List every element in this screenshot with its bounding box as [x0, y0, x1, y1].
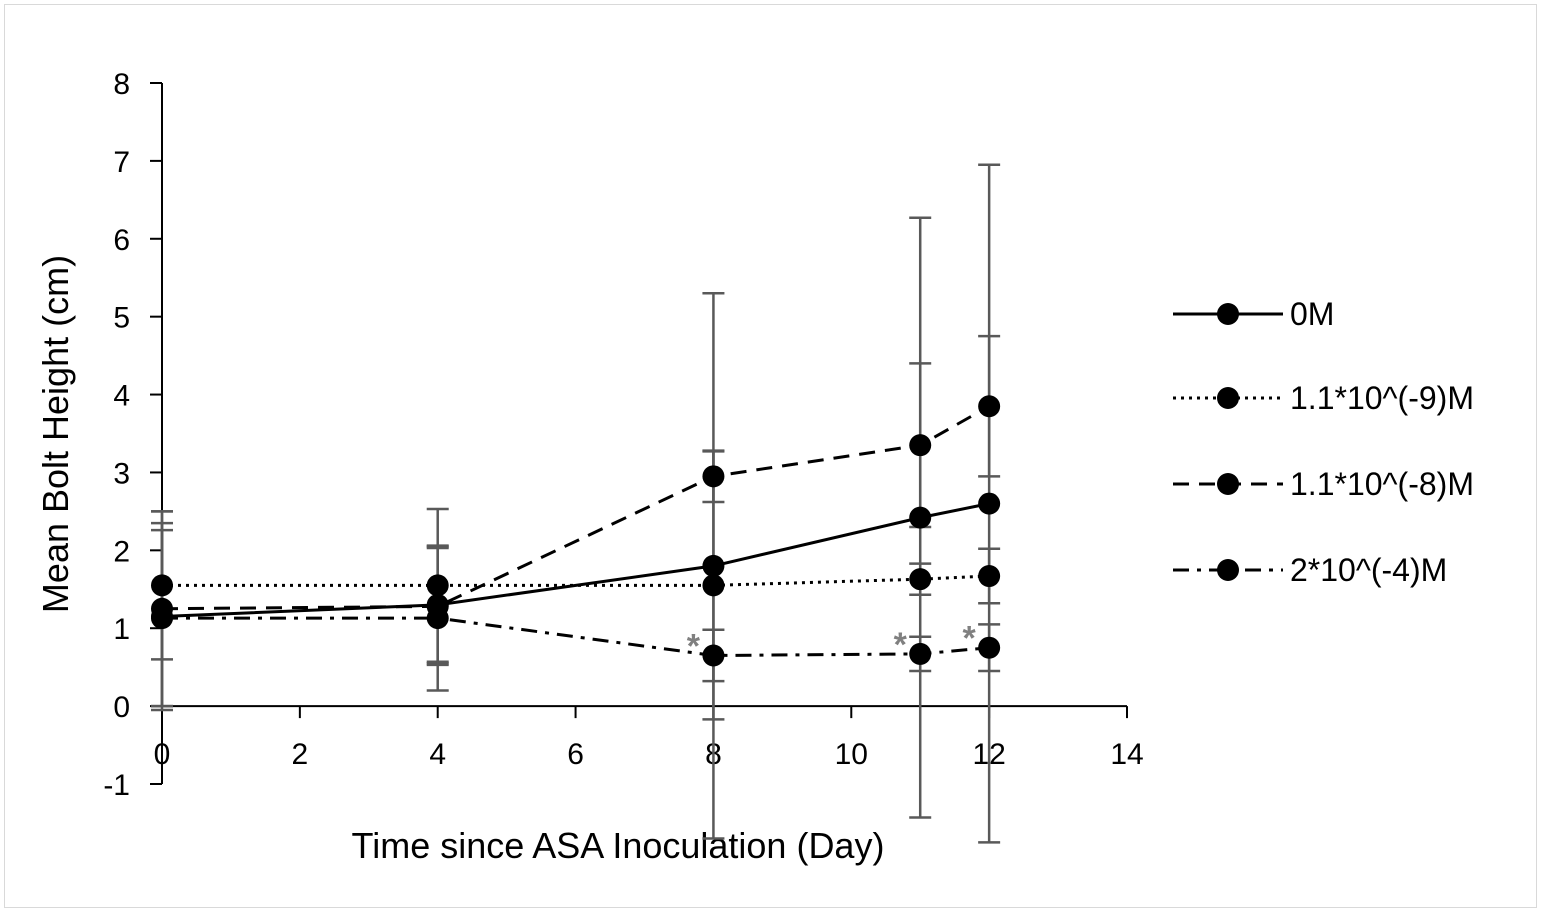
data-point [702, 554, 725, 577]
series-line-3 [161, 404, 990, 611]
significance-asterisk: * [687, 627, 701, 665]
legend-marker [1217, 473, 1239, 495]
legend-label: 2*10^(-4)M [1290, 552, 1447, 588]
y-tick-label: 7 [113, 146, 130, 179]
data-point [978, 565, 1001, 588]
y-tick-label: 1 [113, 613, 130, 646]
data-point [909, 434, 932, 457]
series-lines [161, 404, 990, 657]
data-point [426, 574, 449, 597]
data-point [151, 574, 173, 597]
legend-label: 1.1*10^(-9)M [1290, 380, 1474, 416]
y-tick-label: 6 [113, 224, 130, 257]
x-tick-label: 0 [154, 738, 171, 771]
legend-marker [1217, 303, 1239, 325]
data-point [702, 644, 725, 667]
legend-label: 0M [1290, 296, 1334, 332]
significance-annotations: * * * [687, 620, 977, 666]
x-tick-label: 6 [567, 738, 584, 771]
series-line-4 [162, 616, 990, 657]
x-tick-label: 4 [429, 738, 446, 771]
x-axis-title: Time since ASA Inoculation (Day) [352, 825, 885, 866]
data-point [909, 568, 932, 591]
y-tick-label: 8 [113, 68, 130, 101]
x-tick-label: 10 [835, 738, 868, 771]
data-point [978, 492, 1001, 515]
data-point [702, 465, 725, 488]
y-tick-label: 0 [113, 691, 130, 724]
axes [161, 83, 1127, 784]
data-point [978, 395, 1001, 418]
tick-labels: -101234567802468101214 [103, 68, 1143, 802]
y-axis-title: Mean Bolt Height (cm) [35, 255, 76, 613]
data-point [909, 506, 932, 529]
data-point [702, 574, 725, 597]
x-tick-label: 14 [1110, 738, 1143, 771]
y-tick-label: 4 [113, 380, 130, 413]
series-markers [151, 395, 1001, 667]
legend-marker [1217, 387, 1239, 409]
y-tick-label: -1 [103, 769, 130, 802]
x-tick-label: 2 [292, 738, 309, 771]
legend-label: 1.1*10^(-8)M [1290, 466, 1474, 502]
series-line-1 [161, 502, 990, 619]
legend-marker [1217, 559, 1239, 581]
chart-frame [4, 4, 1537, 908]
data-point [151, 607, 173, 630]
y-tick-label: 5 [113, 302, 130, 335]
y-tick-label: 2 [113, 535, 130, 568]
y-tick-label: 3 [113, 457, 130, 490]
tick-marks [150, 82, 1128, 785]
data-point [426, 607, 449, 630]
data-point [909, 642, 932, 665]
legend: 0M 1.1*10^(-9)M 1.1*10^(-8)M 2*10^(-4)M [1173, 296, 1474, 588]
significance-asterisk: * [894, 626, 908, 664]
significance-asterisk: * [963, 620, 977, 658]
data-point [978, 636, 1001, 659]
